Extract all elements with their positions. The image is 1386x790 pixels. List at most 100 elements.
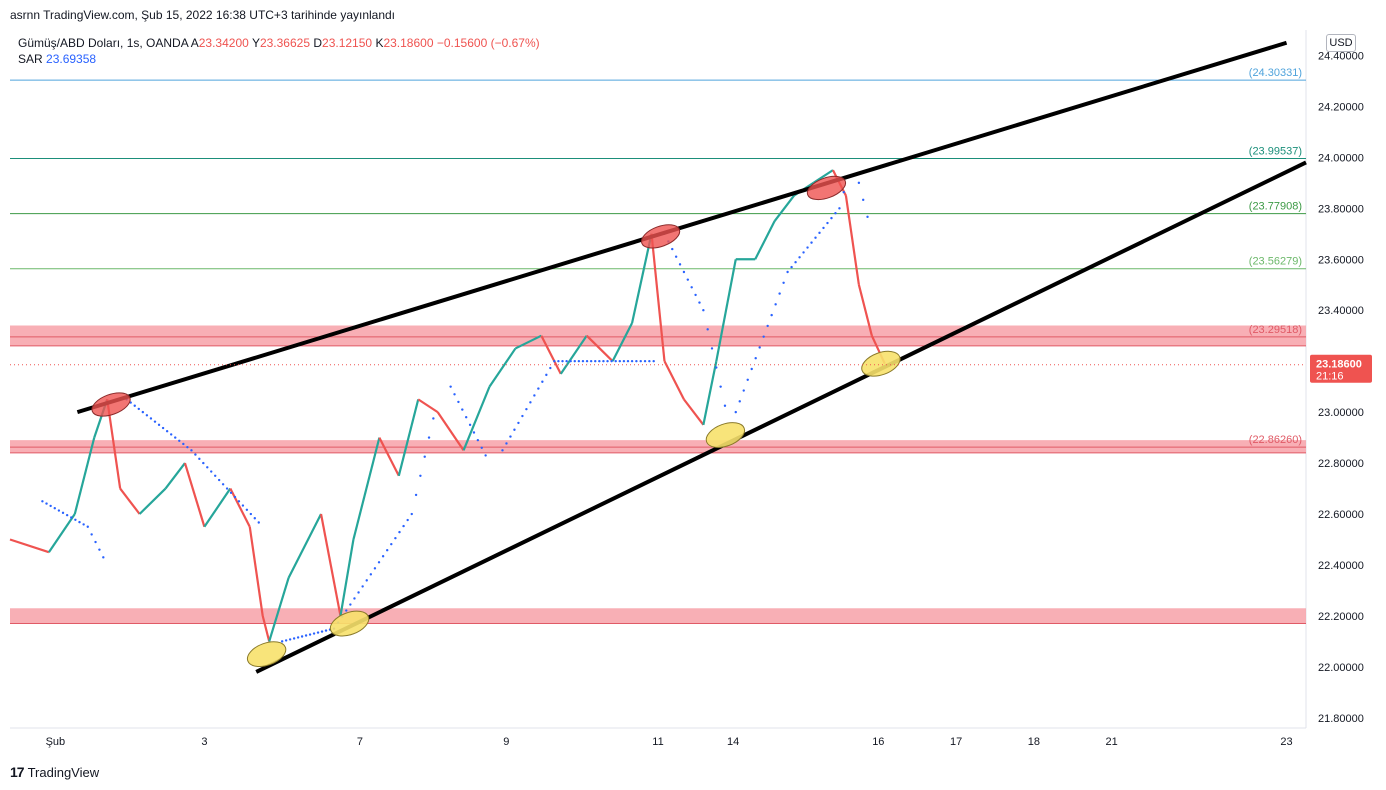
currency-button[interactable]: USD (1326, 34, 1356, 52)
price-segment (715, 259, 737, 362)
sar-dot (61, 511, 65, 515)
sar-dot (345, 609, 348, 612)
sar-dot (626, 359, 630, 363)
sar-dot (245, 508, 249, 511)
sar-dot (369, 573, 373, 576)
sar-dot (102, 556, 105, 559)
sar-dot (505, 442, 508, 445)
indicator-value: 23.69358 (46, 52, 97, 66)
tradingview-logo: 17 (10, 764, 25, 780)
sar-dot (153, 420, 157, 423)
sar-dot (229, 491, 233, 494)
y-tick-label: 24.40000 (1318, 50, 1364, 62)
sar-dot (557, 359, 560, 363)
sar-dot (549, 366, 552, 370)
x-tick-label: 7 (357, 736, 363, 748)
sar-dot (553, 359, 556, 363)
sar-dot (476, 438, 480, 442)
sar-dot (694, 293, 697, 297)
footer-brand: 17 TradingView (10, 764, 99, 780)
sar-dot (312, 632, 316, 635)
sar-dot (501, 449, 504, 452)
sar-dot (513, 428, 516, 431)
price-segment (138, 487, 167, 515)
sar-dot (746, 378, 749, 381)
fib-level-label: (22.86260) (1249, 434, 1302, 446)
sar-dot (671, 247, 674, 251)
sar-dot (690, 286, 693, 289)
sar-dot (818, 231, 821, 235)
sar-dot (770, 313, 773, 317)
sar-dot (308, 633, 312, 636)
publish-header: asrnn TradingView.com, Şub 15, 2022 16:3… (0, 0, 1386, 30)
sar-dot (686, 278, 690, 281)
support-marker (705, 422, 746, 448)
sar-dot (810, 241, 813, 244)
trendline[interactable] (255, 160, 1307, 674)
y-tick-label: 22.00000 (1318, 662, 1364, 674)
sar-dot (53, 507, 56, 510)
sar-dot (221, 483, 225, 486)
sar-dot (210, 470, 213, 473)
sar-dot (365, 579, 368, 582)
sar-dot (349, 603, 352, 606)
support-zone (10, 325, 1306, 346)
sar-dot (738, 400, 741, 403)
open-label: A (190, 36, 199, 50)
sar-dot (82, 523, 85, 526)
sar-dot (41, 500, 44, 503)
sar-dot (292, 637, 296, 640)
ohlc-row: Gümüş/ABD Doları, 1s, OANDA A23.34200 Y2… (18, 35, 540, 51)
sar-dot (862, 198, 865, 202)
sar-dot (648, 359, 651, 363)
price-segment (462, 386, 491, 451)
sar-dot (698, 301, 701, 304)
price-segment (164, 462, 186, 490)
sar-dot (381, 555, 385, 558)
sar-dot (377, 561, 381, 564)
y-tick-label: 23.00000 (1318, 407, 1364, 419)
sar-dot (529, 401, 532, 404)
sar-dot (606, 359, 609, 363)
price-segment (229, 488, 251, 528)
price-segment (631, 233, 653, 324)
sar-dot (806, 246, 809, 249)
indicator-name[interactable]: SAR (18, 52, 43, 66)
sar-dot (545, 373, 548, 377)
symbol-label[interactable]: Gümüş/ABD Doları, 1s, OANDA (18, 36, 189, 50)
sar-dot (288, 638, 292, 641)
sar-dot (316, 631, 320, 634)
sar-dot (423, 455, 426, 458)
price-segment (268, 577, 290, 642)
sar-dot (702, 309, 705, 312)
sar-dot (537, 387, 540, 390)
sar-dot (480, 446, 483, 449)
support-marker (246, 641, 287, 668)
sar-dot (373, 567, 377, 570)
price-segment (9, 538, 50, 554)
sar-dot (581, 359, 585, 363)
sar-dot (754, 357, 757, 360)
sar-dot (190, 449, 193, 452)
sar-dot (715, 366, 718, 369)
sar-dot (778, 292, 781, 295)
price-segment (319, 513, 342, 617)
resistance-marker (640, 224, 681, 249)
sar-dot (782, 281, 785, 284)
price-segment (650, 233, 666, 362)
price-segment (585, 334, 614, 362)
price-segment (183, 462, 206, 528)
sar-dot (472, 431, 476, 434)
x-tick-label: 23 (1280, 736, 1292, 748)
y-tick-label: 24.00000 (1318, 152, 1364, 164)
sar-dot (814, 236, 817, 239)
trendline[interactable] (76, 40, 1288, 415)
sar-dot (643, 359, 647, 363)
price-segment (203, 487, 232, 528)
price-segment (611, 322, 634, 362)
last-price-badge (1310, 354, 1372, 383)
sar-dot (398, 530, 401, 534)
sar-dot (573, 359, 576, 363)
sar-dot (145, 414, 149, 417)
